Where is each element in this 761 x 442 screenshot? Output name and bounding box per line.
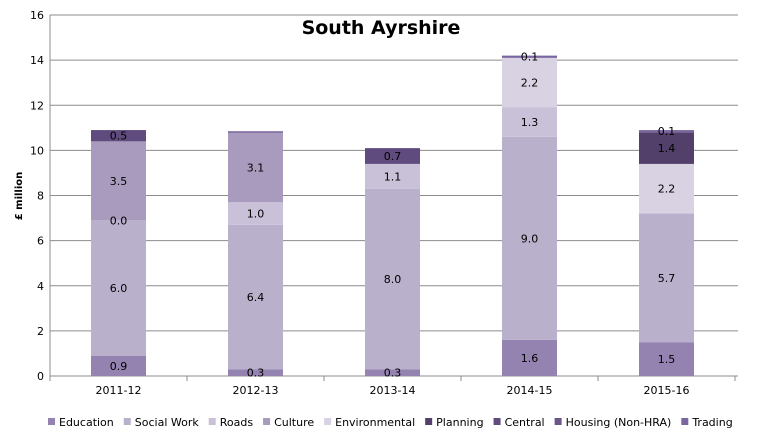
data-label: 9.0 [521, 232, 539, 245]
legend-swatch [48, 418, 55, 425]
bar-segment-education [639, 342, 694, 376]
data-label: 3.5 [110, 175, 128, 188]
bar-segment-planning [639, 132, 694, 164]
y-tick-label: 2 [37, 325, 44, 338]
data-label: 0.9 [110, 360, 128, 373]
bar-segment-trading [639, 130, 694, 133]
data-label: 5.7 [658, 272, 676, 285]
data-label: 1.6 [521, 352, 539, 365]
legend-swatch [208, 418, 216, 425]
data-label: 3.1 [247, 161, 265, 174]
legend-label: Environmental [335, 416, 415, 429]
data-label: 0.1 [658, 125, 676, 138]
bar-segment-roads [228, 202, 283, 225]
y-tick-label: 0 [37, 370, 44, 383]
x-tick-label: 2015-16 [644, 384, 690, 397]
bar-segment-social-work [502, 136, 557, 340]
data-label: 2.2 [521, 77, 539, 90]
legend-swatch [554, 418, 562, 425]
bar-segment-social-work [91, 220, 146, 356]
legend-swatch [493, 418, 501, 425]
legend-label: Roads [220, 416, 254, 429]
chart-title: South Ayrshire [302, 17, 461, 39]
legend-label: Planning [436, 416, 483, 429]
data-label: 2.2 [658, 183, 676, 196]
y-tick-label: 6 [37, 235, 44, 248]
bar-segment-roads [365, 163, 420, 189]
data-label: 0.1 [521, 51, 539, 64]
bar-segment-roads [502, 107, 557, 137]
bar-segment-education [502, 339, 557, 376]
legend-label: Housing (Non-HRA) [566, 416, 672, 429]
data-label: 6.0 [110, 282, 128, 295]
data-label: 1.0 [247, 208, 265, 221]
bar-segment-trading [502, 55, 557, 58]
legend-swatch [263, 418, 271, 425]
bar-segment-education [228, 369, 283, 376]
bar-segment-education [365, 369, 420, 376]
data-label: 1.3 [521, 116, 539, 129]
legend-label: Social Work [135, 416, 200, 429]
legend-swatch [425, 418, 433, 425]
x-tick-label: 2011-12 [96, 384, 142, 397]
y-tick-label: 8 [37, 190, 44, 203]
bar-segment-social-work [365, 188, 420, 370]
bars [91, 55, 694, 376]
data-label: 0.5 [110, 130, 128, 143]
legend-label: Education [59, 416, 114, 429]
axes: 0 2 4 6 8 10 12 14 16 2011-12 2012-13 2013-14 2014-1… [30, 9, 736, 397]
x-tick-label: 2012-13 [233, 384, 279, 397]
bar-segment-social-work [228, 224, 283, 370]
data-label: 8.0 [384, 273, 402, 286]
data-label: 0.3 [247, 367, 265, 380]
data-label: 0.0 [110, 214, 128, 227]
y-tick-label: 16 [30, 9, 44, 22]
bar-segment-culture [91, 141, 146, 221]
y-axis-label: £ million [14, 172, 25, 221]
data-label: 1.4 [658, 142, 676, 155]
y-tick-label: 14 [30, 54, 44, 67]
y-tick-label: 12 [30, 99, 44, 112]
y-tick-label: 4 [37, 280, 44, 293]
bar-segment-trading [228, 131, 283, 133]
data-label: 0.3 [384, 367, 402, 380]
data-label: 6.4 [247, 291, 265, 304]
legend: Education Social Work Roads Culture Environm… [48, 416, 733, 429]
legend-swatch [123, 418, 131, 425]
bar-segment-culture [228, 132, 283, 203]
data-label: 1.5 [658, 353, 676, 366]
bar-segment-central [91, 130, 146, 142]
data-labels: 0.9 6.0 0.0 3.5 0.5 0.3 6.4 1.0 3.1 0.3 8.0 1.1 0.7 1… [110, 51, 676, 380]
y-tick-label: 10 [30, 144, 44, 157]
data-label: 1.1 [384, 170, 402, 183]
legend-swatch [681, 418, 689, 425]
x-tick-label: 2013-14 [370, 384, 416, 397]
legend-label: Culture [274, 416, 314, 429]
bar-segment-education [91, 355, 146, 376]
legend-label: Central [505, 416, 545, 429]
legend-swatch [324, 418, 332, 425]
bar-segment-central [365, 148, 420, 164]
x-tick-label: 2014-15 [507, 384, 553, 397]
legend-label: Trading [691, 416, 732, 429]
data-label: 0.7 [384, 150, 402, 163]
bar-segment-social-work [639, 213, 694, 343]
bar-segment-environmental [639, 163, 694, 214]
bar-segment-environmental [502, 57, 557, 108]
